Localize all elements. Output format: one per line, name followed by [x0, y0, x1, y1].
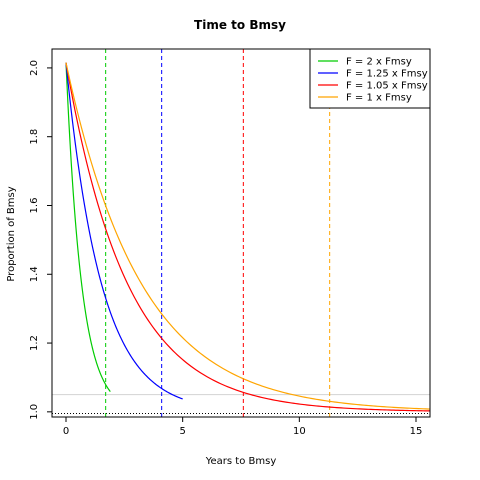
vertical-markers [105, 49, 331, 417]
plot-frame [51, 48, 431, 418]
y-axis: 1.0 1.2 1.4 1.6 1.8 2.0 [29, 60, 52, 420]
y-tick-label: 1.8 [29, 129, 40, 145]
x-axis-label: Years to Bmsy [205, 456, 277, 467]
y-tick-label: 1.4 [29, 266, 40, 282]
series-line-1 [65, 62, 111, 393]
x-tick-label: 15 [410, 426, 423, 437]
x-tick-label: 0 [63, 426, 69, 437]
legend-label-3: F = 1.05 x Fmsy [346, 81, 428, 92]
legend-box [309, 48, 431, 109]
reference-lines [52, 394, 430, 415]
legend-label-4: F = 1 x Fmsy [346, 93, 412, 104]
x-axis: 0 5 10 15 [63, 417, 423, 437]
y-tick-label: 1.2 [29, 335, 40, 351]
series-line-3 [65, 62, 430, 412]
y-tick-label: 1.0 [29, 404, 40, 420]
x-tick-label: 5 [179, 426, 185, 437]
series-line-2 [65, 62, 183, 400]
y-tick-label: 1.6 [29, 198, 40, 214]
legend-label-1: F = 2 x Fmsy [346, 57, 412, 68]
chart-title: Time to Bmsy [194, 18, 286, 32]
y-tick-label: 2.0 [29, 60, 40, 76]
x-tick-label: 10 [293, 426, 306, 437]
y-axis-label: Proportion of Bmsy [6, 186, 17, 281]
legend-label-2: F = 1.25 x Fmsy [346, 69, 428, 80]
series-group [65, 62, 430, 412]
series-line-4 [65, 62, 430, 410]
